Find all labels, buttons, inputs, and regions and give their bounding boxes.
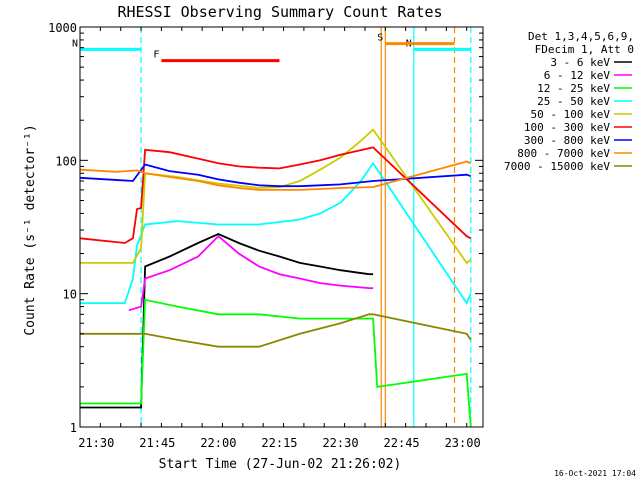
- legend-header-0: Det 1,3,4,5,6,9,: [528, 30, 634, 43]
- x-tick-label: 21:30: [78, 436, 114, 450]
- vertical-markers: [140, 27, 472, 427]
- flag-label-2: F: [153, 50, 159, 61]
- y-tick-label: 100: [55, 154, 77, 168]
- legend-label-300-800-kev: 300 - 800 keV: [524, 134, 610, 147]
- x-tick-label: 22:00: [200, 436, 236, 450]
- legend-header-1: FDecim 1, Att 0: [535, 43, 634, 56]
- y-axis-ticks: 1 10 100 1000: [48, 21, 483, 435]
- x-axis-ticks: 21:30 21:45 22:00 22:15 22:30 22:45 23:00: [78, 27, 481, 450]
- flag-label-0: N: [72, 38, 78, 49]
- series-line-50-100-kev: [80, 128, 472, 265]
- x-axis-label: Start Time (27-Jun-02 21:26:02): [159, 457, 402, 472]
- legend-label-800-7000-kev: 800 - 7000 keV: [517, 147, 610, 160]
- x-tick-label: 21:45: [139, 436, 175, 450]
- series-line-7000-15000-kev: [80, 313, 472, 348]
- y-tick-label: 10: [63, 288, 77, 302]
- legend-label-3-6-kev: 3 - 6 keV: [550, 56, 610, 69]
- legend-label-25-50-kev: 25 - 50 keV: [537, 95, 610, 108]
- series-line-25-50-kev: [80, 161, 472, 305]
- y-tick-label: 1000: [48, 21, 77, 35]
- legend-label-100-300-kev: 100 - 300 keV: [524, 121, 610, 134]
- plot-frame: [79, 26, 484, 428]
- series-line-300-800-kev: [79, 163, 472, 188]
- y-tick-label: 1: [70, 421, 77, 435]
- series-line-800-7000-kev: [79, 160, 472, 191]
- legend-label-12-25-kev: 12 - 25 keV: [537, 82, 610, 95]
- y-axis-label: Count Rate (s⁻¹ detector⁻¹): [23, 124, 38, 335]
- series-line-100-300-kev: [79, 146, 472, 244]
- series-line-6-12-kev: [128, 234, 374, 312]
- x-tick-label: 22:45: [384, 436, 420, 450]
- series-lines: [79, 128, 472, 428]
- legend-label-7000-15000-kev: 7000 - 15000 keV: [504, 160, 610, 173]
- flag-bars: NNFS: [72, 33, 471, 63]
- chart-title: RHESSI Observing Summary Count Rates: [117, 3, 442, 21]
- x-tick-label: 22:30: [322, 436, 358, 450]
- legend-label-6-12-kev: 6 - 12 keV: [544, 69, 611, 82]
- series-line-12-25-kev: [80, 298, 472, 428]
- x-tick-label: 23:00: [445, 436, 481, 450]
- legend-label-50-100-kev: 50 - 100 keV: [531, 108, 611, 121]
- legend: Det 1,3,4,5,6,9,FDecim 1, Att 03 - 6 keV…: [504, 30, 634, 173]
- x-tick-label: 22:15: [261, 436, 297, 450]
- footer-timestamp: 16-Oct-2021 17:04: [554, 469, 636, 478]
- flag-label-3: S: [377, 33, 383, 44]
